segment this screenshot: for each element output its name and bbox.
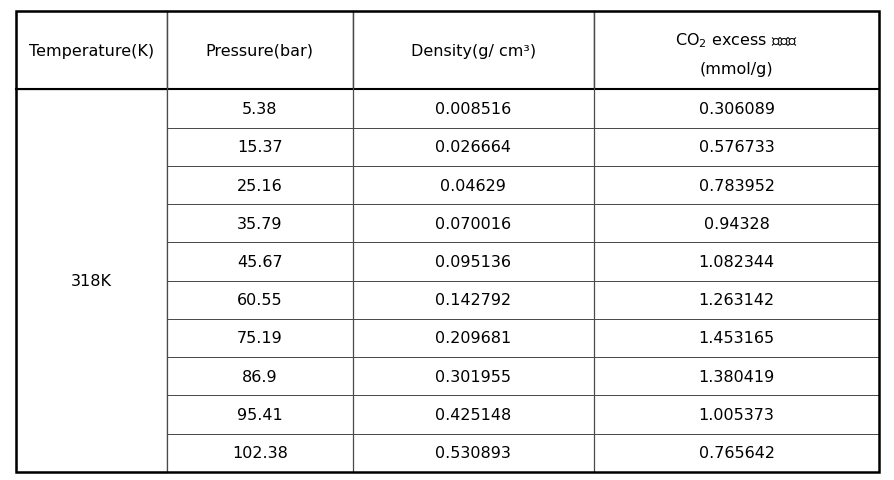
Text: 318K: 318K (71, 274, 112, 288)
Bar (352, 90, 594, 129)
Bar (167, 434, 352, 472)
Bar (167, 129, 352, 167)
Text: 0.306089: 0.306089 (697, 102, 773, 117)
Text: 45.67: 45.67 (237, 254, 283, 269)
Text: 0.765642: 0.765642 (697, 445, 773, 460)
Bar (352, 12, 594, 90)
Bar (594, 205, 878, 243)
Text: 1.263142: 1.263142 (697, 293, 773, 308)
Bar (352, 205, 594, 243)
Text: 0.008516: 0.008516 (434, 102, 511, 117)
Bar (594, 319, 878, 357)
Text: 0.576733: 0.576733 (698, 140, 773, 155)
Bar (594, 396, 878, 434)
Bar (167, 243, 352, 281)
Text: CO$_2$ excess 흡착량: CO$_2$ excess 흡착량 (674, 31, 797, 50)
Bar (352, 281, 594, 319)
Text: 25.16: 25.16 (237, 178, 283, 193)
Bar (167, 205, 352, 243)
Text: 0.026664: 0.026664 (434, 140, 510, 155)
Text: 102.38: 102.38 (232, 445, 288, 460)
Text: 1.005373: 1.005373 (698, 407, 773, 422)
Text: 5.38: 5.38 (241, 102, 277, 117)
Text: 0.530893: 0.530893 (435, 445, 510, 460)
Text: 1.453165: 1.453165 (697, 331, 773, 346)
Text: 1.380419: 1.380419 (697, 369, 774, 384)
Bar (594, 243, 878, 281)
Bar (167, 281, 352, 319)
Bar (352, 129, 594, 167)
Bar (16, 90, 167, 472)
Bar (167, 90, 352, 129)
Bar (594, 281, 878, 319)
Bar (594, 167, 878, 205)
Text: 0.142792: 0.142792 (434, 293, 510, 308)
Text: 0.04629: 0.04629 (440, 178, 506, 193)
Text: Temperature(K): Temperature(K) (29, 44, 154, 59)
Text: Density(g/ cm³): Density(g/ cm³) (410, 44, 536, 59)
Text: 0.94328: 0.94328 (703, 216, 769, 231)
Text: 0.425148: 0.425148 (434, 407, 511, 422)
Text: 75.19: 75.19 (237, 331, 283, 346)
Bar (167, 357, 352, 396)
Bar (167, 319, 352, 357)
Bar (167, 12, 352, 90)
Text: Pressure(bar): Pressure(bar) (206, 44, 314, 59)
Bar (594, 434, 878, 472)
Bar (167, 167, 352, 205)
Text: 0.301955: 0.301955 (434, 369, 510, 384)
Text: 0.783952: 0.783952 (697, 178, 773, 193)
Text: 35.79: 35.79 (237, 216, 283, 231)
Bar (16, 12, 167, 90)
Text: 60.55: 60.55 (237, 293, 283, 308)
Text: (mmol/g): (mmol/g) (699, 61, 772, 77)
Bar (352, 319, 594, 357)
Text: 0.209681: 0.209681 (434, 331, 511, 346)
Bar (352, 243, 594, 281)
Bar (594, 129, 878, 167)
Bar (594, 90, 878, 129)
Text: 1.082344: 1.082344 (697, 254, 773, 269)
Bar (352, 434, 594, 472)
Text: 0.070016: 0.070016 (434, 216, 510, 231)
Text: 95.41: 95.41 (237, 407, 283, 422)
Bar (167, 396, 352, 434)
Bar (352, 167, 594, 205)
Text: 15.37: 15.37 (237, 140, 283, 155)
Bar (594, 12, 878, 90)
Bar (352, 357, 594, 396)
Bar (594, 357, 878, 396)
Text: 86.9: 86.9 (241, 369, 277, 384)
Text: 0.095136: 0.095136 (434, 254, 510, 269)
Bar (352, 396, 594, 434)
